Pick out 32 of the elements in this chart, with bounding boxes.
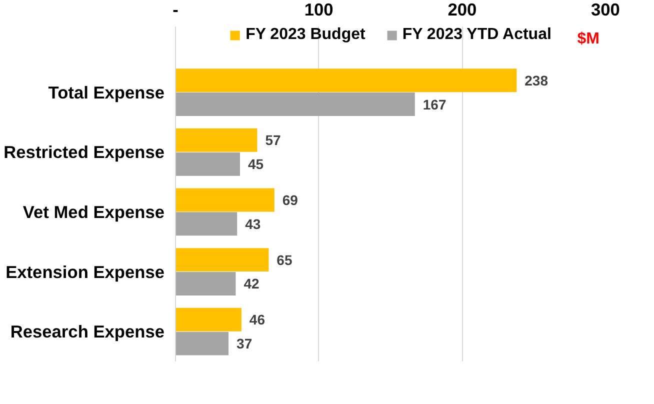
bar bbox=[176, 152, 240, 176]
x-axis-title: $M bbox=[577, 30, 600, 48]
data-label: 43 bbox=[245, 216, 261, 232]
data-label: 37 bbox=[236, 336, 252, 352]
bar bbox=[176, 332, 229, 356]
legend-label: FY 2023 Budget bbox=[246, 26, 366, 44]
x-tick-label: 100 bbox=[304, 0, 334, 20]
y-tick-label: Restricted Expense bbox=[4, 142, 165, 162]
y-tick-label: Research Expense bbox=[10, 322, 165, 342]
data-label: 57 bbox=[265, 132, 281, 148]
data-label: 65 bbox=[276, 252, 292, 268]
data-label: 167 bbox=[422, 96, 446, 112]
data-label: 46 bbox=[249, 312, 266, 328]
y-tick-label: Extension Expense bbox=[6, 262, 165, 282]
bar bbox=[176, 188, 274, 212]
bar bbox=[176, 248, 269, 272]
bar bbox=[176, 308, 242, 332]
x-tick-label: - bbox=[172, 0, 179, 20]
legend-label: FY 2023 YTD Actual bbox=[402, 26, 552, 44]
y-tick-label: Total Expense bbox=[48, 82, 165, 102]
bar bbox=[176, 68, 517, 92]
bar bbox=[176, 212, 238, 236]
bar bbox=[176, 128, 258, 152]
data-label: 69 bbox=[282, 192, 298, 208]
y-tick-label: Vet Med Expense bbox=[22, 202, 165, 222]
data-label: 238 bbox=[524, 72, 548, 88]
x-tick-label: 200 bbox=[448, 0, 477, 20]
data-label: 42 bbox=[244, 276, 260, 292]
data-label: 45 bbox=[248, 156, 264, 172]
x-tick-label: 300 bbox=[591, 0, 620, 20]
bar bbox=[176, 272, 236, 296]
bar bbox=[176, 92, 415, 116]
